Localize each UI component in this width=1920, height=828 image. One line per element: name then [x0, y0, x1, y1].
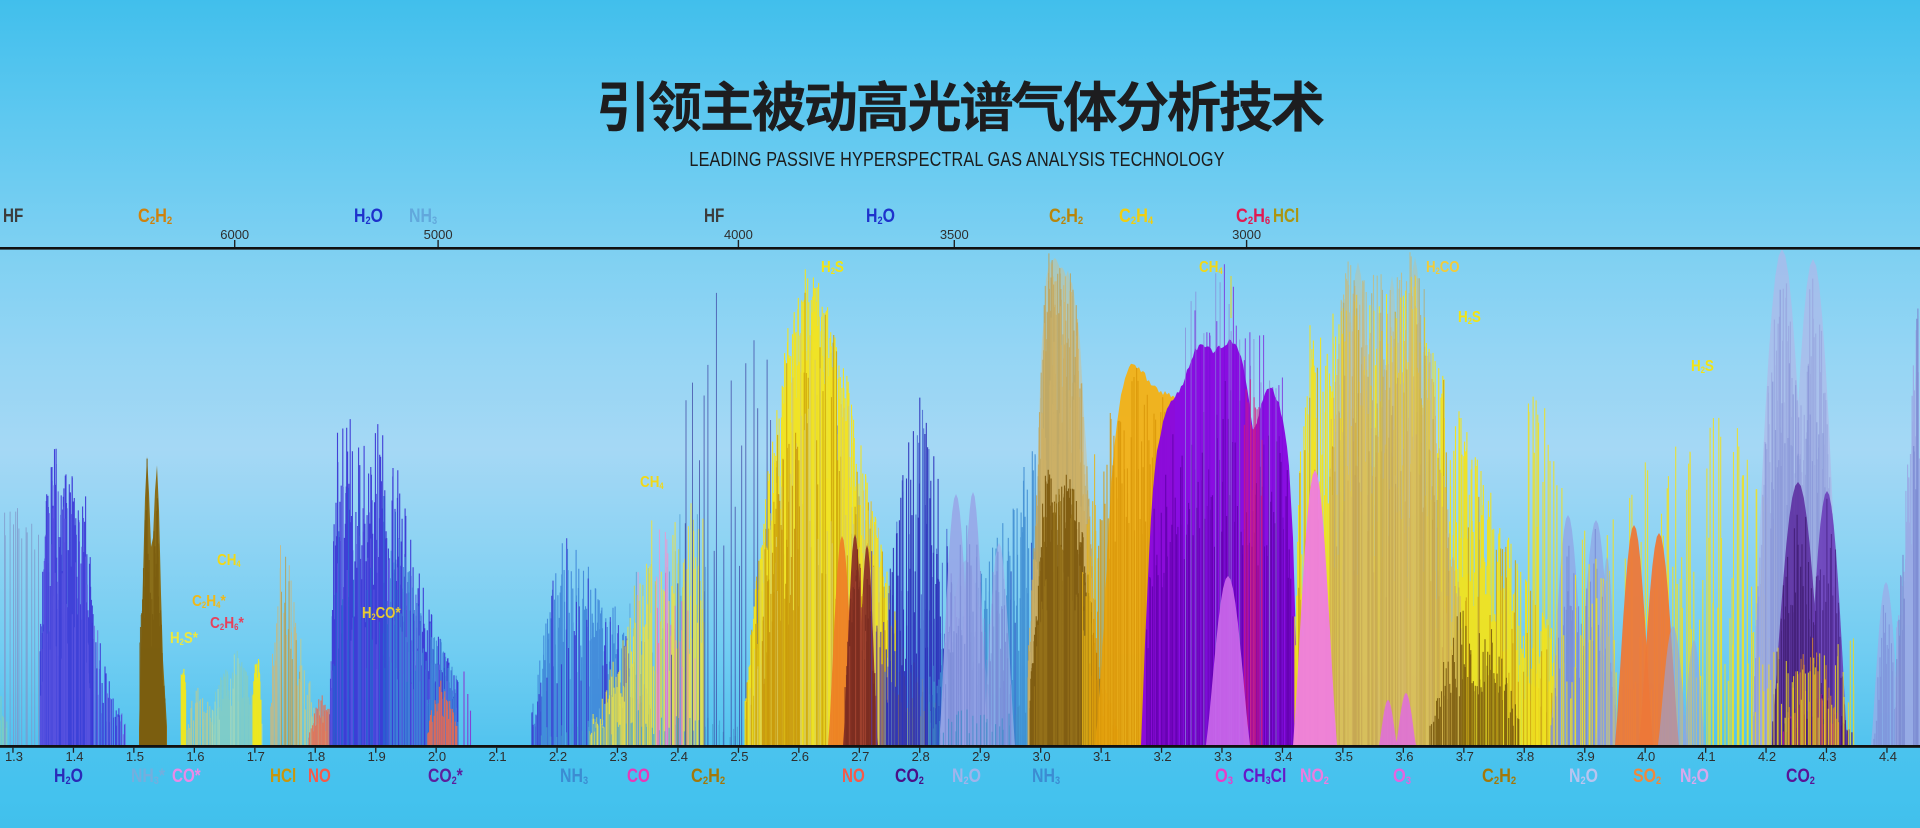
svg-text:NH3: NH3 — [409, 206, 437, 227]
svg-text:1.5: 1.5 — [126, 749, 144, 764]
svg-text:1.4: 1.4 — [65, 749, 83, 764]
svg-text:1.9: 1.9 — [368, 749, 386, 764]
svg-text:C2H2: C2H2 — [691, 766, 725, 787]
svg-text:C2H6: C2H6 — [1236, 206, 1270, 227]
svg-text:1.6: 1.6 — [186, 749, 204, 764]
svg-text:H2O: H2O — [54, 766, 83, 787]
svg-text:4.1: 4.1 — [1698, 749, 1716, 764]
svg-text:C2H4: C2H4 — [1119, 206, 1154, 227]
svg-text:5000: 5000 — [424, 227, 453, 242]
svg-text:3.6: 3.6 — [1395, 749, 1413, 764]
svg-text:4000: 4000 — [724, 227, 753, 242]
svg-text:O3: O3 — [1393, 766, 1411, 787]
svg-text:N2O: N2O — [1569, 766, 1598, 787]
svg-text:CH4: CH4 — [1199, 259, 1223, 276]
svg-text:CO2: CO2 — [895, 766, 924, 787]
svg-text:2.0: 2.0 — [428, 749, 446, 764]
svg-text:CH3Cl: CH3Cl — [1243, 766, 1286, 787]
svg-text:3.3: 3.3 — [1214, 749, 1232, 764]
svg-text:CO2: CO2 — [1786, 766, 1815, 787]
svg-text:CO: CO — [627, 766, 650, 787]
svg-text:4.0: 4.0 — [1637, 749, 1655, 764]
svg-text:3.7: 3.7 — [1456, 749, 1474, 764]
svg-text:HF: HF — [704, 206, 724, 227]
svg-text:H2CO: H2CO — [1426, 259, 1460, 276]
svg-text:3.1: 3.1 — [1093, 749, 1111, 764]
svg-text:2.4: 2.4 — [670, 749, 688, 764]
svg-text:NH3*: NH3* — [131, 766, 165, 787]
svg-text:N2O: N2O — [1680, 766, 1709, 787]
svg-text:H2CO*: H2CO* — [362, 605, 401, 622]
svg-text:2.5: 2.5 — [730, 749, 748, 764]
svg-text:H2S: H2S — [1458, 309, 1481, 326]
svg-text:H2O: H2O — [866, 206, 895, 227]
svg-text:2.8: 2.8 — [912, 749, 930, 764]
svg-text:1.8: 1.8 — [307, 749, 325, 764]
svg-text:NO: NO — [308, 766, 331, 787]
svg-text:C2H4*: C2H4* — [192, 593, 226, 610]
svg-text:3.5: 3.5 — [1335, 749, 1353, 764]
svg-text:4.2: 4.2 — [1758, 749, 1776, 764]
svg-text:CO*: CO* — [172, 766, 201, 787]
svg-text:NO2: NO2 — [1300, 766, 1329, 787]
svg-text:C2H2: C2H2 — [138, 206, 172, 227]
svg-text:CO2*: CO2* — [428, 766, 463, 787]
svg-text:3.9: 3.9 — [1577, 749, 1595, 764]
svg-text:1.7: 1.7 — [247, 749, 265, 764]
svg-text:4.3: 4.3 — [1818, 749, 1836, 764]
svg-text:3.2: 3.2 — [1154, 749, 1172, 764]
svg-text:NH3: NH3 — [560, 766, 588, 787]
svg-text:HF: HF — [3, 206, 23, 227]
svg-text:H2S: H2S — [821, 259, 844, 276]
svg-text:3.4: 3.4 — [1274, 749, 1292, 764]
svg-text:C2H2: C2H2 — [1049, 206, 1083, 227]
svg-text:CH4: CH4 — [640, 474, 664, 491]
svg-text:H2S: H2S — [1691, 358, 1714, 375]
svg-text:O3: O3 — [1215, 766, 1233, 787]
svg-text:3000: 3000 — [1232, 227, 1261, 242]
svg-text:HCl: HCl — [270, 766, 296, 787]
svg-text:1.3: 1.3 — [5, 749, 23, 764]
svg-text:2.1: 2.1 — [489, 749, 507, 764]
svg-text:C2H2: C2H2 — [1482, 766, 1516, 787]
svg-text:H2O: H2O — [354, 206, 383, 227]
svg-text:NO: NO — [842, 766, 865, 787]
svg-text:HCl: HCl — [1273, 206, 1299, 227]
svg-text:4.4: 4.4 — [1879, 749, 1897, 764]
svg-text:C2H6*: C2H6* — [210, 615, 244, 632]
svg-text:NH3: NH3 — [1032, 766, 1060, 787]
svg-text:6000: 6000 — [220, 227, 249, 242]
svg-text:CH4: CH4 — [217, 552, 241, 569]
svg-text:3.8: 3.8 — [1516, 749, 1534, 764]
svg-text:N2O: N2O — [952, 766, 981, 787]
svg-text:2.3: 2.3 — [609, 749, 627, 764]
svg-text:2.2: 2.2 — [549, 749, 567, 764]
svg-text:2.9: 2.9 — [972, 749, 990, 764]
svg-text:3500: 3500 — [940, 227, 969, 242]
svg-text:2.6: 2.6 — [791, 749, 809, 764]
svg-text:3.0: 3.0 — [1033, 749, 1051, 764]
svg-text:SO2: SO2 — [1633, 766, 1661, 787]
svg-text:H2S*: H2S* — [170, 630, 199, 647]
svg-text:2.7: 2.7 — [851, 749, 869, 764]
